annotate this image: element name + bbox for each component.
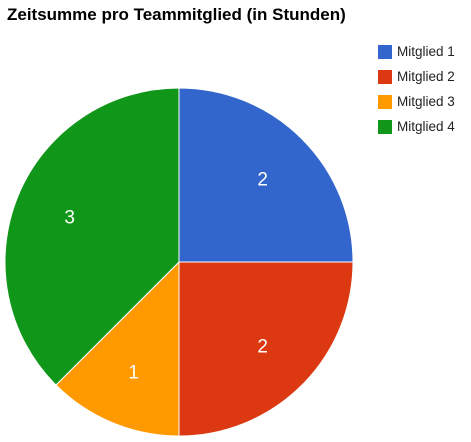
pie-data-label: 2 [257,337,268,358]
legend: Mitglied 1 Mitglied 2 Mitglied 3 Mitglie… [378,44,455,144]
pie-slices [4,87,354,437]
legend-item-mitglied-2[interactable]: Mitglied 2 [378,69,455,84]
legend-label: Mitglied 3 [397,94,455,109]
pie-data-label: 3 [64,208,75,229]
legend-label: Mitglied 1 [397,44,455,59]
legend-label: Mitglied 2 [397,69,455,84]
pie-slice-2[interactable] [178,261,354,437]
chart-title: Zeitsumme pro Teammitglied (in Stunden) [7,5,346,24]
pie-data-label: 1 [128,362,139,383]
legend-swatch [378,94,392,109]
pie-data-label: 2 [257,169,268,190]
legend-item-mitglied-3[interactable]: Mitglied 3 [378,94,455,109]
legend-swatch [378,69,392,84]
pie-slice-1[interactable] [178,87,354,263]
legend-swatch [378,44,392,59]
pie-slice-4[interactable] [4,87,180,386]
pie-data-labels: 2 2 1 3 [64,169,268,383]
legend-swatch [378,119,392,134]
legend-item-mitglied-1[interactable]: Mitglied 1 [378,44,455,59]
legend-label: Mitglied 4 [397,119,455,134]
pie-slice-3[interactable] [55,260,180,437]
legend-item-mitglied-4[interactable]: Mitglied 4 [378,119,455,134]
